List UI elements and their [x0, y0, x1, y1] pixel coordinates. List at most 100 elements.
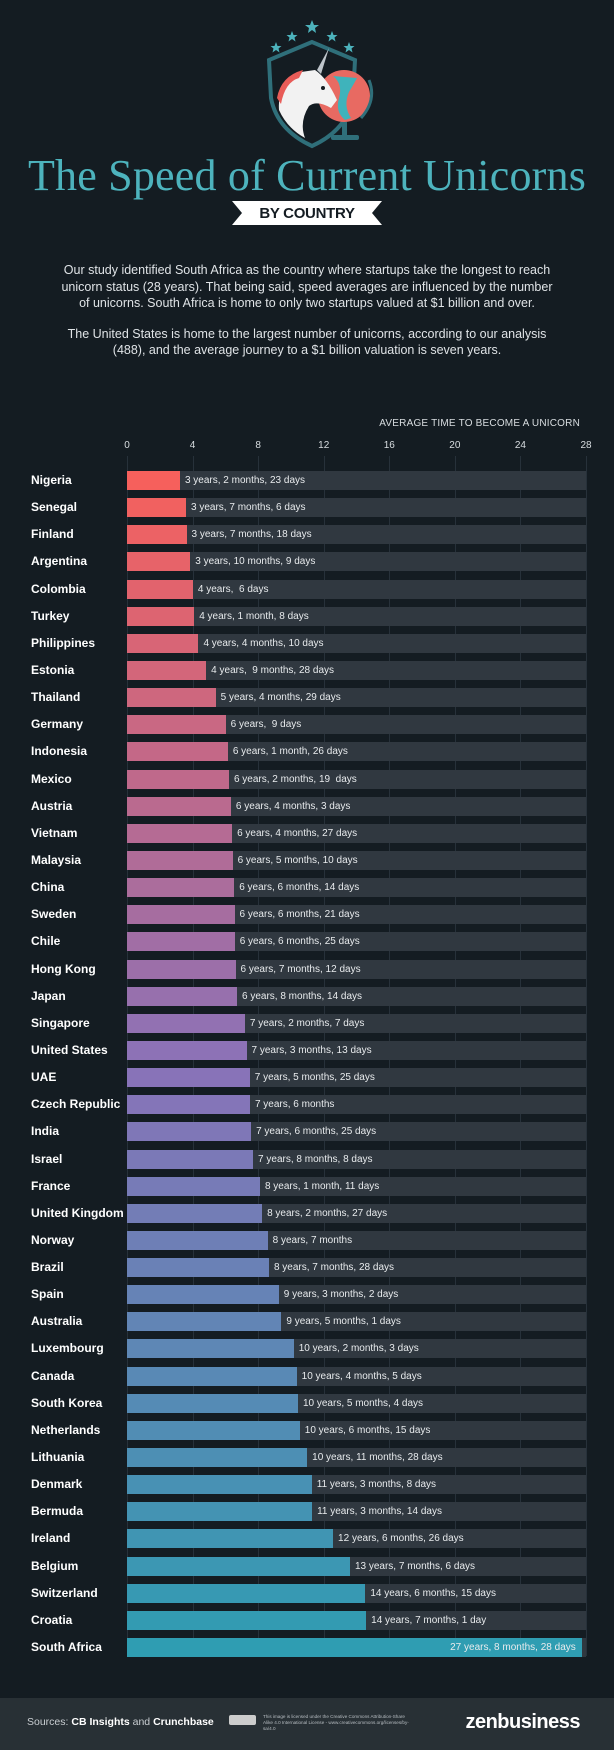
bar	[127, 634, 199, 653]
intro-paragraph-2: The United States is home to the largest…	[67, 326, 547, 358]
bar	[127, 1502, 313, 1521]
bar-value-label: 6 years, 5 months, 10 days	[237, 855, 358, 866]
bar	[127, 932, 235, 951]
bar-value-label: 14 years, 7 months, 1 day	[371, 1615, 487, 1626]
bar	[127, 1584, 366, 1603]
bar-track	[127, 661, 586, 680]
bar-value-label: 11 years, 3 months, 14 days	[317, 1506, 442, 1517]
bar	[127, 905, 235, 924]
source-cb-insights: CB Insights	[71, 1716, 130, 1728]
bar-value-label: 10 years, 11 months, 28 days	[312, 1452, 443, 1463]
country-label: Chile	[31, 934, 61, 948]
bar	[127, 1557, 350, 1576]
bar-value-label: 6 years, 4 months, 27 days	[237, 828, 358, 839]
unicorn-shield-globe-icon	[247, 18, 377, 153]
bar-value-label: 4 years, 9 months, 28 days	[211, 665, 335, 676]
bar-track	[127, 525, 586, 544]
country-label: Philippines	[31, 636, 96, 650]
bar	[127, 824, 233, 843]
country-label: Israel	[31, 1152, 63, 1166]
bar	[127, 1339, 294, 1358]
bar	[127, 1122, 252, 1141]
country-label: South Africa	[31, 1640, 102, 1654]
country-label: Austria	[31, 799, 73, 813]
bar-track	[127, 960, 586, 979]
country-label: Japan	[31, 989, 66, 1003]
bar	[127, 1177, 260, 1196]
country-label: Colombia	[31, 582, 86, 596]
country-label: Turkey	[31, 609, 70, 623]
bar-value-label: 6 years, 6 months, 25 days	[239, 936, 360, 947]
x-tick-label: 8	[255, 440, 261, 451]
country-label: Singapore	[31, 1016, 90, 1030]
country-label: Luxembourg	[31, 1341, 104, 1355]
country-label: France	[31, 1179, 71, 1193]
bar-track	[127, 688, 586, 707]
bar-track	[127, 552, 586, 571]
axis-title: AVERAGE TIME TO BECOME A UNICORN	[379, 418, 580, 429]
bar	[127, 1204, 263, 1223]
bar-track	[127, 878, 586, 897]
bar-track	[127, 905, 586, 924]
bar-value-label: 12 years, 6 months, 26 days	[338, 1533, 464, 1544]
x-tick-label: 12	[318, 440, 330, 451]
bar-value-label: 10 years, 5 months, 4 days	[302, 1398, 424, 1409]
bar	[127, 1312, 282, 1331]
bar-value-label: 10 years, 4 months, 5 days	[301, 1371, 422, 1382]
subtitle: BY COUNTRY	[259, 205, 355, 222]
country-label: Malaysia	[31, 853, 82, 867]
bar-value-label: 9 years, 5 months, 1 days	[286, 1316, 401, 1327]
bar	[127, 1258, 269, 1277]
bar	[127, 878, 235, 897]
bar	[127, 1041, 247, 1060]
bar-value-label: 6 years, 2 months, 19 days	[233, 774, 357, 785]
bar-track	[127, 932, 586, 951]
bar	[127, 580, 193, 599]
country-label: China	[31, 880, 65, 894]
country-label: Mexico	[31, 772, 72, 786]
country-label: Sweden	[31, 907, 77, 921]
bar-value-label: 7 years, 2 months, 7 days	[249, 1018, 365, 1029]
bar-value-label: 6 years, 6 months, 21 days	[239, 909, 360, 920]
bar-value-label: 6 years, 4 months, 3 days	[235, 801, 351, 812]
bar	[127, 1448, 308, 1467]
bar-value-label: 7 years, 6 months, 25 days	[256, 1126, 377, 1137]
country-label: Thailand	[31, 690, 81, 704]
bar-track	[127, 580, 586, 599]
bar-value-label: 9 years, 3 months, 2 days	[283, 1289, 399, 1300]
bar	[127, 770, 229, 789]
country-label: Switzerland	[31, 1586, 98, 1600]
bar	[127, 1068, 250, 1087]
country-label: Netherlands	[31, 1423, 101, 1437]
bar	[127, 1095, 250, 1114]
country-label: Denmark	[31, 1477, 83, 1491]
bar	[127, 1638, 582, 1657]
footer: Sources: CB Insights and Crunchbase This…	[0, 1698, 614, 1750]
bar	[127, 1421, 300, 1440]
bar-track	[127, 607, 586, 626]
country-label: Canada	[31, 1369, 75, 1383]
country-label: Australia	[31, 1314, 83, 1328]
bar	[127, 1231, 268, 1250]
bar-value-label: 13 years, 7 months, 6 days	[354, 1561, 476, 1572]
subtitle-banner: BY COUNTRY	[232, 201, 382, 225]
bar	[127, 1394, 298, 1413]
bar-value-label: 6 years, 9 days	[230, 719, 302, 730]
country-label: Ireland	[31, 1531, 71, 1545]
country-label: Belgium	[31, 1559, 79, 1573]
country-label: Estonia	[31, 663, 75, 677]
brand-logo: zenbusiness	[465, 1711, 580, 1733]
bar-value-label: 6 years, 6 months, 14 days	[239, 882, 360, 893]
bar-value-label: 11 years, 3 months, 8 days	[316, 1479, 437, 1490]
bar-track	[127, 634, 586, 653]
bar-value-label: 3 years, 2 months, 23 days	[184, 475, 306, 486]
bar-value-label: 3 years, 7 months, 18 days	[191, 529, 312, 540]
license-text: This image is licensed under the Creativ…	[263, 1714, 409, 1731]
bar-value-label: 8 years, 7 months	[272, 1235, 353, 1246]
bar	[127, 1150, 254, 1169]
bar	[127, 1611, 367, 1630]
bar	[127, 1529, 334, 1548]
bar	[127, 661, 207, 680]
bar-track	[127, 851, 586, 870]
bar-value-label: 4 years, 1 month, 8 days	[199, 611, 309, 622]
